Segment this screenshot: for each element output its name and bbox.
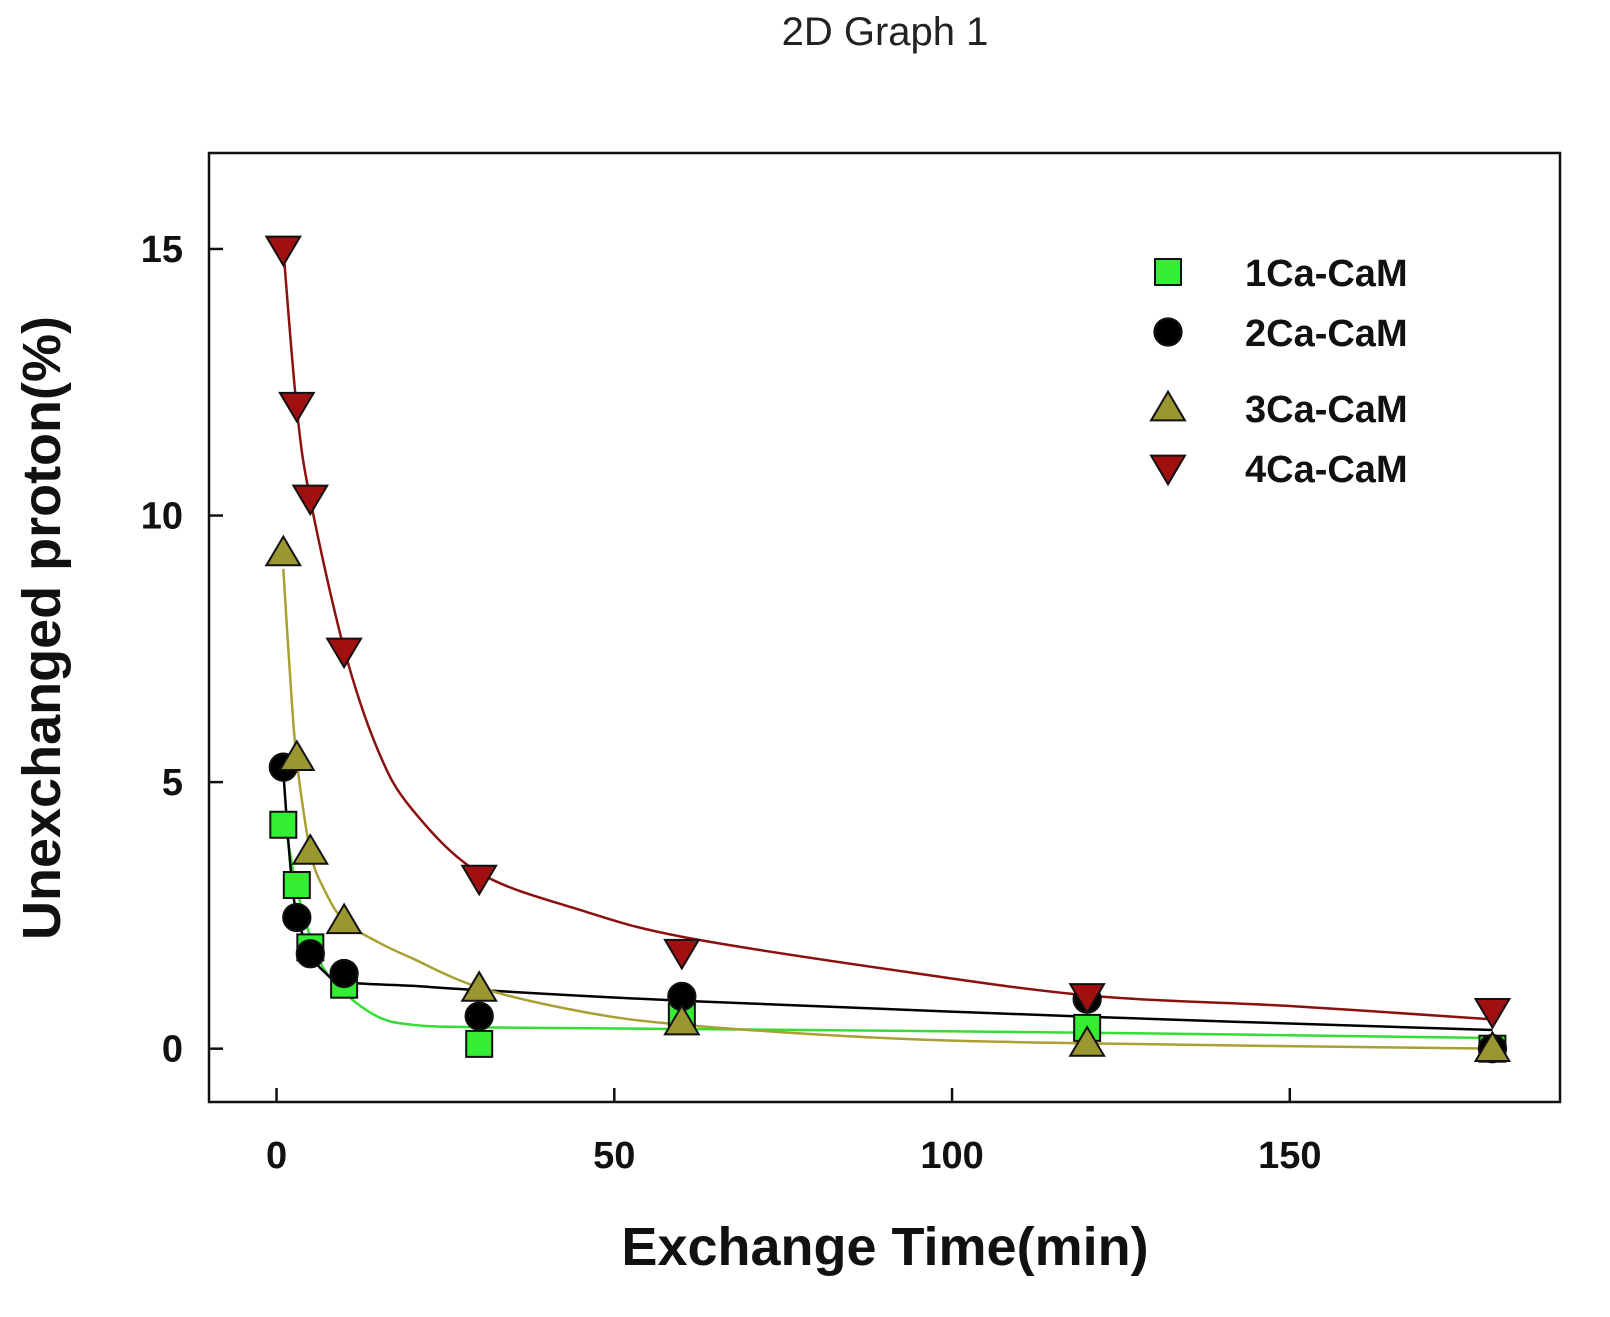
data-point-3Ca-CaM <box>325 902 363 935</box>
fit-curve-2Ca-CaM <box>282 771 1493 1032</box>
legend-marker-3Ca-CaM <box>1149 389 1187 422</box>
data-point-4Ca-CaM <box>264 235 302 268</box>
data-point-4Ca-CaM <box>460 864 498 897</box>
data-point-4Ca-CaM <box>291 484 329 517</box>
legend-label: 3Ca-CaM <box>1245 389 1408 431</box>
data-point-1Ca-CaM <box>269 810 298 839</box>
data-point-2Ca-CaM <box>282 902 312 933</box>
plot-frame <box>207 151 1562 1104</box>
data-point-3Ca-CaM <box>291 833 329 865</box>
y-tick-label: 5 <box>162 762 183 804</box>
legend-marker-4Ca-CaM <box>1149 454 1187 487</box>
data-point-2Ca-CaM <box>295 939 325 969</box>
chart-title: 2D Graph 1 <box>782 10 989 54</box>
data-point-3Ca-CaM <box>1473 1030 1512 1063</box>
data-point-4Ca-CaM <box>1068 983 1106 1015</box>
legend-marker-1Ca-CaM <box>1154 258 1182 286</box>
data-point-1Ca-CaM <box>465 1029 494 1058</box>
x-axis-ticks: 0 50 100 150 <box>266 1088 1322 1177</box>
fit-curve-4Ca-CaM <box>282 248 1493 1021</box>
data-point-4Ca-CaM <box>1473 998 1512 1030</box>
data-point-3Ca-CaM <box>264 534 302 567</box>
legend-label: 1Ca-CaM <box>1245 253 1408 295</box>
fit-curve-3Ca-CaM <box>282 568 1493 1050</box>
x-tick-label: 0 <box>266 1135 287 1177</box>
data-point-2Ca-CaM <box>464 1001 494 1031</box>
data-point-3Ca-CaM <box>278 739 316 771</box>
y-tick-label: 15 <box>141 229 183 271</box>
legend-label: 2Ca-CaM <box>1245 313 1408 355</box>
x-tick-label: 50 <box>593 1135 635 1177</box>
y-axis-ticks: 0 5 10 15 <box>141 229 223 1071</box>
data-point-3Ca-CaM <box>460 970 498 1002</box>
legend-marker-2Ca-CaM <box>1153 317 1183 347</box>
y-axis-label: Unexchanged proton(%) <box>12 316 72 940</box>
x-tick-label: 150 <box>1258 1135 1321 1177</box>
data-point-4Ca-CaM <box>325 637 363 670</box>
fit-curve-1Ca-CaM <box>282 813 1493 1040</box>
data-point-3Ca-CaM <box>1068 1025 1106 1057</box>
data-point-1Ca-CaM <box>282 871 311 900</box>
data-points <box>264 235 1512 1064</box>
legend-label: 4Ca-CaM <box>1245 449 1408 491</box>
legend: 1Ca-CaM 2Ca-CaM 3Ca-CaM 4Ca-CaM <box>1149 253 1408 491</box>
x-tick-label: 100 <box>920 1135 983 1177</box>
y-tick-label: 10 <box>141 496 183 538</box>
fit-curves <box>282 248 1493 1050</box>
x-axis-label: Exchange Time(min) <box>621 1217 1148 1277</box>
data-point-4Ca-CaM <box>663 938 701 971</box>
data-point-4Ca-CaM <box>278 391 316 424</box>
y-tick-label: 0 <box>162 1029 183 1071</box>
data-point-3Ca-CaM <box>663 1003 701 1036</box>
data-point-2Ca-CaM <box>329 958 359 989</box>
